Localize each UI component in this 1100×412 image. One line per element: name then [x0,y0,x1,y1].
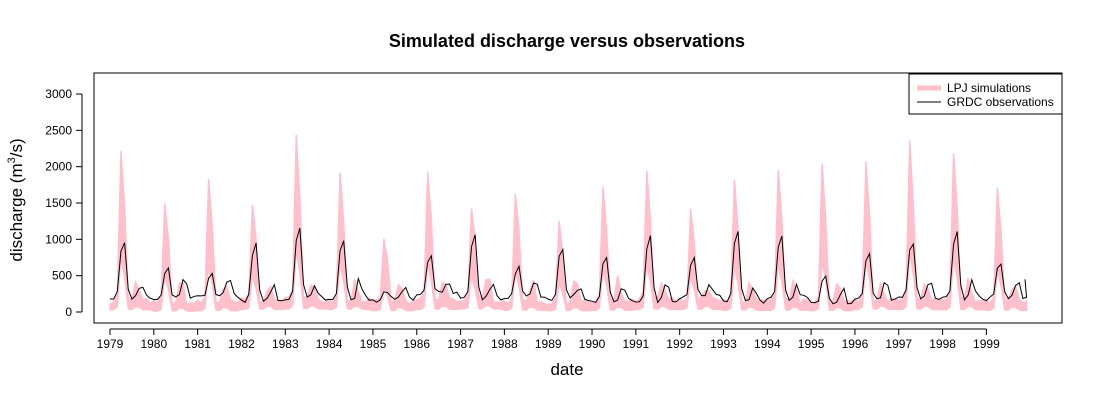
x-tick-label: 1999 [973,337,1000,351]
y-tick-label: 2500 [45,123,72,137]
x-tick-label: 1983 [272,337,299,351]
legend-box [908,73,1063,115]
x-tick-label: 1995 [798,337,825,351]
axes: 0 500 1000 1500 2000 2500 3000 1979 1980 1981 1982… [45,87,1000,351]
x-tick-label: 1986 [403,337,430,351]
observation-line [109,227,1028,305]
simulation-envelope [109,134,1028,312]
series-observations [109,227,1028,305]
x-tick-label: 1982 [228,337,255,351]
y-axis-title: discharge (m3/s) [6,138,26,261]
legend-label-simulations: LPJ simulations [947,81,1031,95]
x-tick-label: 1991 [622,337,649,351]
plot-area [93,72,1063,324]
x-tick-label: 1985 [360,337,387,351]
series-simulations [109,134,1028,312]
y-axis-title-main: discharge (m [7,163,26,261]
x-tick-label: 1981 [184,337,211,351]
x-tick-label: 1994 [754,337,781,351]
x-tick-label: 1988 [491,337,518,351]
y-tick-label: 3000 [45,87,72,101]
legend-label-observations: GRDC observations [947,95,1054,109]
x-tick-label: 1996 [842,337,869,351]
y-tick-label: 500 [52,269,72,283]
x-tick-label: 1990 [579,337,606,351]
y-tick-label: 1500 [45,196,72,210]
x-tick-label: 1979 [97,337,124,351]
y-tick-label: 1000 [45,232,72,246]
legend: LPJ simulations GRDC observations [908,73,1063,115]
y-tick-label: 0 [65,305,72,319]
plot-frame [93,72,1063,324]
x-tick-label: 1992 [666,337,693,351]
x-tick-label: 1997 [885,337,912,351]
x-tick-label: 1993 [710,337,737,351]
svg-text:discharge (m3/s): discharge (m3/s) [6,138,26,261]
y-axis-title-tail: /s) [7,138,26,157]
x-tick-label: 1984 [316,337,343,351]
series-layer [109,134,1028,312]
y-axis-title-superscript: 3 [6,157,18,163]
x-axis-title: date [550,360,583,379]
y-tick-label: 2000 [45,160,72,174]
x-tick-label: 1980 [140,337,167,351]
x-tick-label: 1987 [447,337,474,351]
x-tick-label: 1998 [929,337,956,351]
x-tick-label: 1989 [535,337,562,351]
chart-title: Simulated discharge versus observations [389,31,745,51]
